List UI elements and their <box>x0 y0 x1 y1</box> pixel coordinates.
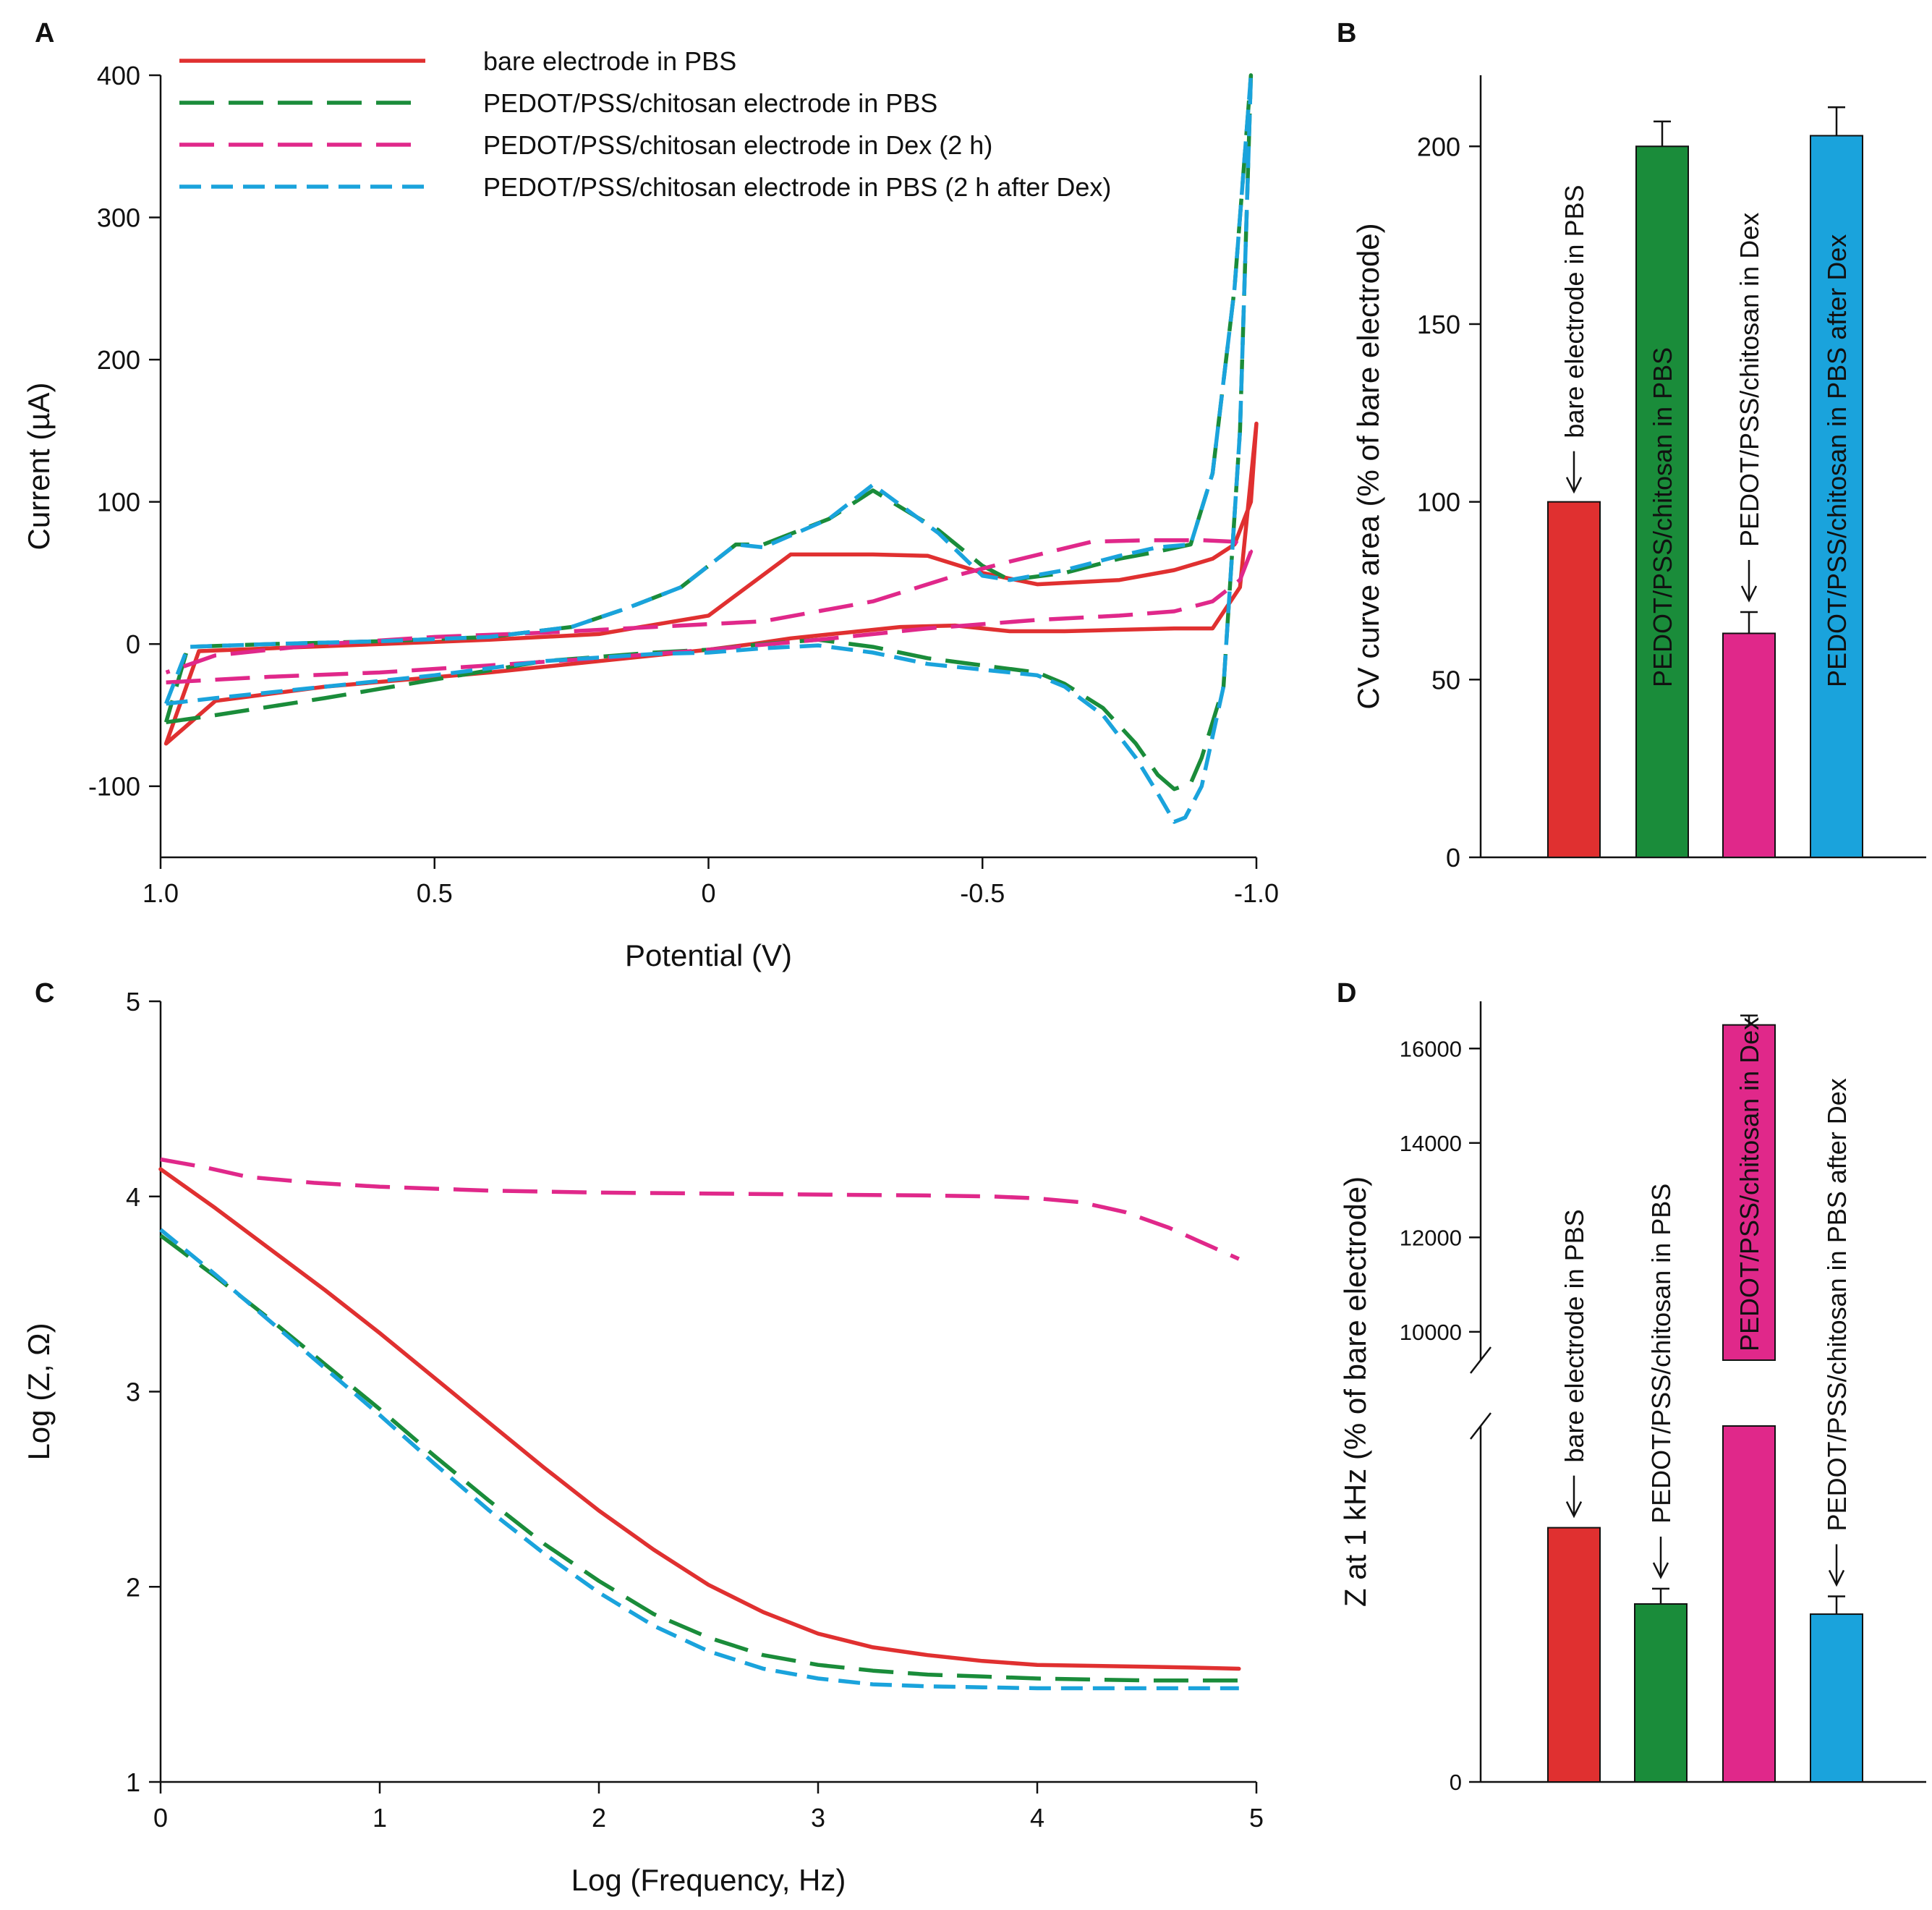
panel-a-y-tick-label: 100 <box>97 488 140 517</box>
panel-c-series-pedot-pss-chitosan-electrode-in-dex-2-h <box>160 1157 1240 1261</box>
panel-a-y-tick-label: 400 <box>97 61 140 90</box>
panel-a-y-tick-label: 0 <box>126 629 140 659</box>
panel-b-y-tick-label: 0 <box>1446 843 1460 873</box>
panel-b-bar-label-2: PEDOT/PSS/chitosan in Dex <box>1735 213 1764 547</box>
panel-c-y-tick-label: 1 <box>126 1767 140 1797</box>
panel-d-bar-label-3: PEDOT/PSS/chitosan in PBS after Dex <box>1822 1078 1852 1531</box>
panel-d-bar-pedot-pss-chitosan-in-pbs-after-dex <box>1810 1613 1863 1783</box>
panel-a-x-tick-label: 0 <box>701 878 715 908</box>
panel-b-y-tick-label: 50 <box>1431 665 1460 695</box>
panel-c-x-tick-label: 1 <box>373 1803 387 1833</box>
panel-a-x-tick-label: -0.5 <box>960 878 1005 908</box>
panel-c-x-tick-label: 0 <box>153 1803 168 1833</box>
panel-d-axis-break-mark <box>1470 1346 1491 1374</box>
panel-c-x-tick-label: 3 <box>811 1803 825 1833</box>
panel-d-bar-label-1: PEDOT/PSS/chitosan in PBS <box>1646 1184 1676 1524</box>
panel-d-y-tick-label: 16000 <box>1400 1036 1462 1061</box>
panel-c-y-tick-label: 3 <box>126 1378 140 1407</box>
panel-b-cv-area-bars: 0 50 100 150 200 CV curve area (% of bare ele… <box>1351 75 1926 873</box>
panel-c-x-tick-label: 4 <box>1030 1803 1044 1833</box>
panel-b-bar-label-0: bare electrode in PBS <box>1559 184 1589 438</box>
panel-b-bar-label-1: PEDOT/PSS/chitosan in PBS <box>1648 347 1677 687</box>
panel-d-bar-pedot-pss-chitosan-in-pbs <box>1634 1603 1688 1783</box>
panel-c-series-pedot-pss-chitosan-electrode-in-pbs <box>159 1234 1239 1683</box>
panel-b-y-axis-title: CV curve area (% of bare electrode) <box>1351 223 1385 709</box>
panel-b-arrowhead-2 <box>1740 585 1758 603</box>
panel-letter-c: C <box>35 978 54 1009</box>
panel-c-x-tick-label: 2 <box>592 1803 606 1833</box>
panel-c-series-bare-electrode-in-pbs <box>158 1167 1241 1671</box>
panel-d-y-tick-label: 14000 <box>1400 1131 1462 1156</box>
panel-b-bar-pedot-pss-chitosan-in-pbs <box>1635 145 1689 859</box>
panel-letter-b: B <box>1337 18 1356 48</box>
panel-c-x-tick-label: 5 <box>1249 1803 1264 1833</box>
panel-a-x-axis-title: Potential (V) <box>625 938 792 972</box>
panel-b-bar-pedot-pss-chitosan-in-pbs-after-dex <box>1810 135 1863 859</box>
panel-d-y-axis-title: Z at 1 kHz (% of bare electrode) <box>1338 1176 1372 1607</box>
panel-b-y-tick-label: 200 <box>1417 132 1460 161</box>
panel-b-y-tick-label: 100 <box>1417 488 1460 517</box>
panel-a-x-tick-label: 1.0 <box>142 878 179 908</box>
panel-d-y-tick-label: 12000 <box>1400 1225 1462 1250</box>
panel-c-y-axis-title: Log (Z, Ω) <box>22 1323 56 1460</box>
panel-letter-a: A <box>35 18 54 48</box>
legend-label-bare-electrode-in-pbs: bare electrode in PBS <box>483 46 736 76</box>
panel-b-bar-label-3: PEDOT/PSS/chitosan in PBS after Dex <box>1822 234 1852 687</box>
panel-c-x-axis-title: Log (Frequency, Hz) <box>571 1863 846 1897</box>
legend-label-pedot-pss-chitosan-electrode-in-dex-2-h: PEDOT/PSS/chitosan electrode in Dex (2 h… <box>483 130 992 160</box>
panel-c-y-tick-label: 2 <box>126 1572 140 1602</box>
panel-a-series-pedot-pss-chitosan-electrode-in-dex-2-h <box>165 538 1254 684</box>
panel-c-y-tick-label: 5 <box>126 987 140 1016</box>
panel-c-series-pedot-pss-chitosan-electrode-in-pbs-2-h-after-dex <box>159 1228 1239 1691</box>
panel-d-bar-pedot-pss-chitosan-in-dex-upper <box>1722 1024 1776 1361</box>
panel-d-bar-label-2: PEDOT/PSS/chitosan in Dex <box>1735 1017 1764 1351</box>
panel-d-bar-pedot-pss-chitosan-in-dex-lower <box>1722 1425 1776 1783</box>
panel-b-y-tick-label: 150 <box>1417 310 1460 339</box>
panel-b-bar-bare-electrode-in-pbs <box>1547 501 1601 858</box>
panel-b-bar-pedot-pss-chitosan-in-dex <box>1722 632 1776 858</box>
panel-d-bar-bare-electrode-in-pbs <box>1547 1527 1601 1783</box>
panel-a-y-tick-label: 200 <box>97 345 140 375</box>
panel-d-arrowhead-3 <box>1828 1569 1845 1587</box>
panel-letter-d: D <box>1337 978 1356 1009</box>
panel-c-y-tick-label: 4 <box>126 1182 140 1212</box>
panel-d-impedance-bars: 10000 12000 14000 16000 0 Z at 1 kHz (% of ba… <box>1338 1001 1926 1795</box>
legend-label-pedot-pss-chitosan-electrode-in-pbs: PEDOT/PSS/chitosan electrode in PBS <box>483 88 937 118</box>
panel-d-bar-label-0: bare electrode in PBS <box>1559 1209 1589 1462</box>
panel-a-cv-plot: -100 0 100 200 300 400 1.0 0.5 0 -0.5 -1.0 Potentia… <box>22 46 1279 972</box>
panel-a-series-pedot-pss-chitosan-electrode-in-pbs-2-h-after-dex <box>164 73 1254 824</box>
panel-a-y-tick-label: 300 <box>97 203 140 233</box>
panel-b-arrowhead-0 <box>1565 477 1583 494</box>
panel-d-axis-break-mark <box>1470 1412 1491 1440</box>
panel-a-x-tick-label: -1.0 <box>1234 878 1279 908</box>
legend-label-pedot-pss-chitosan-electrode-in-pbs-2-h-after-dex: PEDOT/PSS/chitosan electrode in PBS (2 h… <box>483 172 1111 202</box>
panel-d-y-tick-label: 10000 <box>1400 1320 1462 1345</box>
panel-d-y-tick-label: 0 <box>1450 1770 1462 1795</box>
panel-d-arrowhead-1 <box>1652 1562 1669 1579</box>
panel-a-y-axis-title: Current (µA) <box>22 383 56 551</box>
panel-a-y-tick-label: -100 <box>88 772 140 802</box>
panel-a-x-tick-label: 0.5 <box>417 878 453 908</box>
panel-d-arrowhead-0 <box>1565 1501 1583 1519</box>
